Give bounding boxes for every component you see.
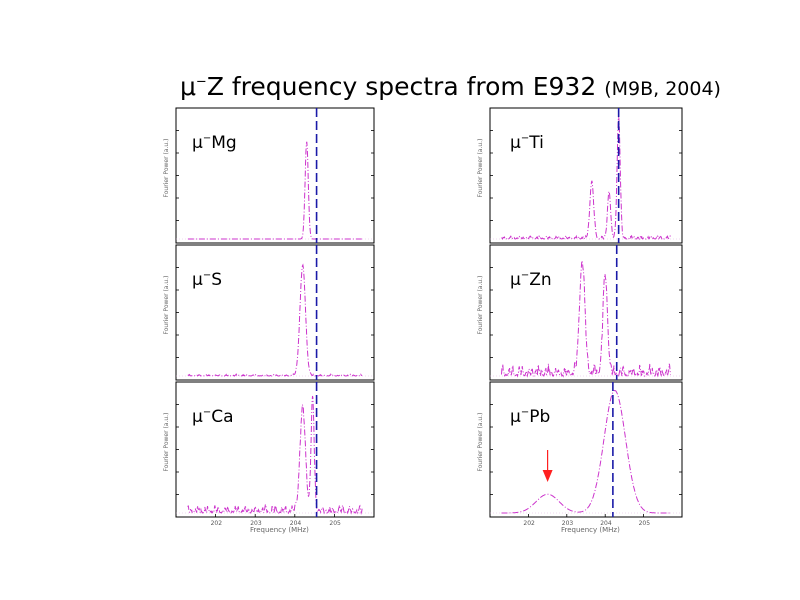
spectrum-line <box>187 395 363 515</box>
y-axis-label: Fourier Power (a.u.) <box>163 139 170 198</box>
annotation-arrow <box>542 450 553 482</box>
spectrum-line <box>501 389 671 514</box>
chart-title: μ−Z frequency spectra from E932 (M9B, 20… <box>180 72 721 101</box>
x-tick-label: 204 <box>290 520 302 527</box>
panel-label: μ−Ti <box>510 133 544 153</box>
panel-label: μ−Ca <box>192 407 234 427</box>
panel-s: Fourier Power (a.u.) μ−S <box>163 244 375 381</box>
plot-frame <box>489 244 683 381</box>
plot-frame <box>489 107 683 244</box>
panel-zn: Fourier Power (a.u.) μ−Zn <box>477 244 683 381</box>
plot-frame <box>175 244 375 381</box>
spectrum-line <box>187 263 363 377</box>
x-tick-label: 205 <box>329 520 341 527</box>
panel-label: μ−Mg <box>192 133 237 153</box>
spectrum-line <box>501 258 671 378</box>
panel-pb: Fourier Power (a.u.) μ−Pb 202 203 204 205 Freq… <box>477 381 683 534</box>
x-axis-label: Frequency (MHz) <box>250 526 309 534</box>
x-tick-label: 204 <box>600 520 612 527</box>
x-tick-label: 203 <box>250 520 262 527</box>
panel-ti: Fourier Power (a.u.) μ−Ti <box>477 107 683 244</box>
x-tick-label: 203 <box>562 520 574 527</box>
y-axis-label: Fourier Power (a.u.) <box>477 276 484 335</box>
x-tick-label: 202 <box>523 520 535 527</box>
plot-frame <box>489 381 683 518</box>
spectrum-line <box>187 141 363 240</box>
x-tick-label: 202 <box>211 520 223 527</box>
panel-label: μ−Pb <box>510 407 550 427</box>
y-axis-label: Fourier Power (a.u.) <box>477 413 484 472</box>
plot-frame <box>175 107 375 244</box>
panel-label: μ−Zn <box>510 270 552 290</box>
y-axis-label: Fourier Power (a.u.) <box>163 276 170 335</box>
arrow-head <box>542 470 553 482</box>
x-tick-label: 205 <box>639 520 651 527</box>
spectrum-line <box>501 116 671 241</box>
panel-label: μ−S <box>192 270 222 290</box>
plot-frame <box>175 381 375 518</box>
x-axis-label: Frequency (MHz) <box>561 526 620 534</box>
panel-ca: Fourier Power (a.u.) μ−Ca 202 203 204 205 Freq… <box>163 381 375 534</box>
y-axis-label: Fourier Power (a.u.) <box>477 139 484 198</box>
y-axis-label: Fourier Power (a.u.) <box>163 413 170 472</box>
panel-mg: Fourier Power (a.u.) μ−Mg <box>163 107 375 244</box>
